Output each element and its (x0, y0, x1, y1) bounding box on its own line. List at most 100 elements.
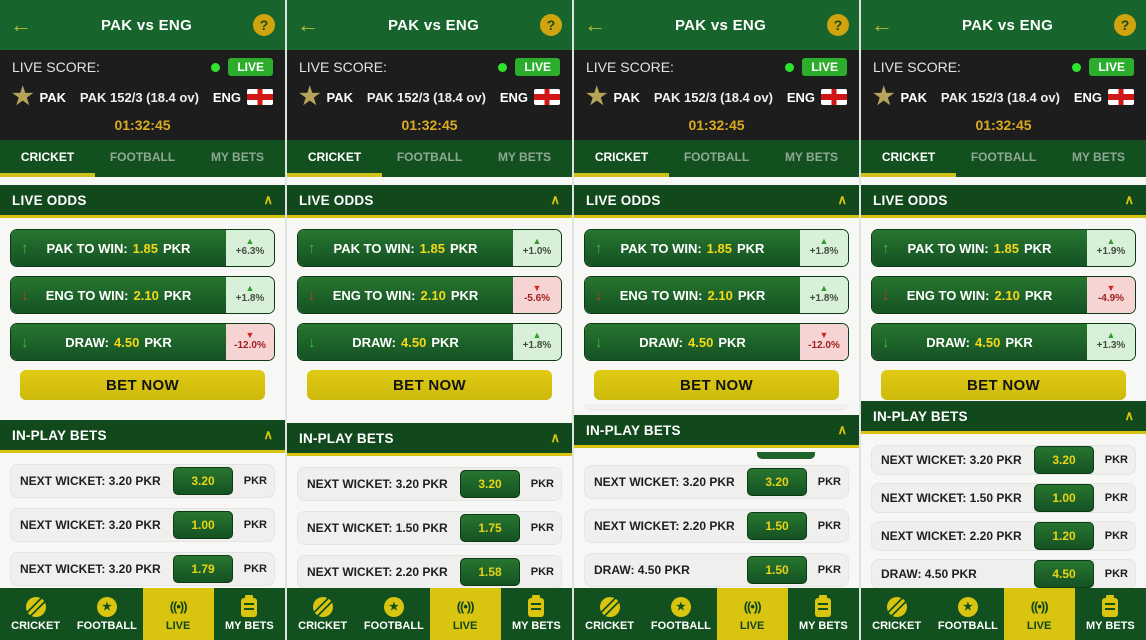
nav-cricket[interactable]: CRICKET (861, 588, 932, 640)
nav-label: CRICKET (11, 619, 61, 632)
tab-cricket[interactable]: CRICKET (861, 140, 956, 177)
in-play-bets-header[interactable]: IN-PLAY BETS (861, 401, 1146, 434)
odds-row-pak-to-win[interactable]: PAK TO WIN: 1.85 PKR +1.9% (871, 229, 1136, 267)
odds-row-draw[interactable]: DRAW: 4.50 PKR -12.0% (10, 323, 275, 361)
bet-currency: PKR (1104, 454, 1128, 466)
in-play-bet-row[interactable]: NEXT WICKET: 3.20 PKR 1.79 PKR (10, 552, 275, 586)
bet-odds-button[interactable]: 3.20 (747, 468, 807, 496)
tab-my-bets[interactable]: MY BETS (1071, 149, 1126, 164)
in-play-bet-row[interactable]: NEXT WICKET: 3.20 PKR 3.20 PKR (871, 445, 1136, 475)
in-play-bet-row[interactable]: NEXT WICKET: 1.50 PKR 1.75 PKR (297, 511, 562, 545)
in-play-bet-row[interactable]: NEXT WICKET: 2.20 PKR 1.50 PKR (584, 509, 849, 543)
nav-live[interactable]: LIVE (142, 588, 214, 640)
nav-live[interactable]: LIVE (716, 588, 788, 640)
odds-row-draw[interactable]: DRAW: 4.50 PKR +1.8% (297, 323, 562, 361)
help-icon[interactable]: ? (540, 14, 562, 36)
live-odds-header[interactable]: LIVE ODDS (0, 185, 285, 218)
bet-odds-button[interactable]: 1.50 (747, 556, 807, 584)
back-arrow-icon[interactable] (297, 12, 327, 38)
odds-row-draw[interactable]: DRAW: 4.50 PKR -12.0% (584, 323, 849, 361)
bet-odds-button[interactable]: 1.20 (1034, 522, 1094, 550)
bet-odds-button[interactable]: 3.20 (1034, 446, 1094, 474)
home-team-name: PAK (613, 89, 640, 105)
nav-football[interactable]: FOOTBALL (71, 588, 142, 640)
nav-football[interactable]: FOOTBALL (932, 588, 1003, 640)
tab-my-bets[interactable]: MY BETS (497, 149, 552, 164)
in-play-bet-row[interactable]: NEXT WICKET: 3.20 PKR 3.20 PKR (10, 464, 275, 498)
live-odds-header[interactable]: LIVE ODDS (861, 185, 1146, 218)
bet-odds-button[interactable]: 3.20 (460, 470, 520, 498)
help-icon[interactable]: ? (827, 14, 849, 36)
match-score: PAK 152/3 (18.4 ov) (653, 89, 773, 105)
in-play-bet-row[interactable]: NEXT WICKET: 3.20 PKR 3.20 PKR (584, 465, 849, 499)
bet-odds-button[interactable]: 1.75 (460, 514, 520, 542)
in-play-bet-row[interactable]: NEXT WICKET: 2.20 PKR 1.58 PKR (297, 555, 562, 589)
tab-my-bets[interactable]: MY BETS (210, 149, 265, 164)
odds-row-pak-to-win[interactable]: PAK TO WIN: 1.85 PKR +6.3% (10, 229, 275, 267)
bet-odds-button[interactable]: 1.58 (460, 558, 520, 586)
odds-change-badge: +1.8% (513, 324, 561, 360)
tab-football[interactable]: FOOTBALL (970, 149, 1037, 164)
bet-odds-button[interactable]: 1.50 (747, 512, 807, 540)
tab-football[interactable]: FOOTBALL (683, 149, 750, 164)
in-play-bet-row[interactable]: NEXT WICKET: 1.50 PKR 1.00 PKR (871, 483, 1136, 513)
odds-row-eng-to-win[interactable]: ENG TO WIN: 2.10 PKR -5.6% (297, 276, 562, 314)
live-status-badge: LIVE (228, 58, 273, 76)
bet-label: NEXT WICKET: 3.20 PKR (307, 477, 448, 491)
odds-row-pak-to-win[interactable]: PAK TO WIN: 1.85 PKR +1.8% (584, 229, 849, 267)
page-title: PAK vs ENG (961, 16, 1054, 34)
tab-cricket[interactable]: CRICKET (287, 140, 382, 177)
tab-cricket[interactable]: CRICKET (0, 140, 95, 177)
bet-now-button[interactable]: BET NOW (307, 370, 552, 400)
tab-football[interactable]: FOOTBALL (109, 149, 176, 164)
in-play-bet-row[interactable]: DRAW: 4.50 PKR 1.50 PKR (584, 553, 849, 587)
odds-row-eng-to-win[interactable]: ENG TO WIN: 2.10 PKR +1.8% (10, 276, 275, 314)
live-odds-header[interactable]: LIVE ODDS (287, 185, 572, 218)
tab-football[interactable]: FOOTBALL (396, 149, 463, 164)
bet-odds-button[interactable]: 3.20 (173, 467, 233, 495)
match-score: PAK 152/3 (18.4 ov) (366, 89, 486, 105)
odds-row-pak-to-win[interactable]: PAK TO WIN: 1.85 PKR +1.0% (297, 229, 562, 267)
nav-live[interactable]: LIVE (429, 588, 501, 640)
bet-now-button[interactable]: BET NOW (594, 370, 839, 400)
in-play-bet-row[interactable]: NEXT WICKET: 3.20 PKR 3.20 PKR (297, 467, 562, 501)
nav-cricket[interactable]: CRICKET (574, 588, 645, 640)
tab-cricket[interactable]: CRICKET (574, 140, 669, 177)
bet-odds-button[interactable]: 1.79 (173, 555, 233, 583)
bet-odds-button[interactable]: 4.50 (1034, 560, 1094, 588)
in-play-bet-row[interactable]: NEXT WICKET: 2.20 PKR 1.20 PKR (871, 521, 1136, 551)
bet-now-button[interactable]: BET NOW (881, 370, 1126, 400)
nav-cricket[interactable]: CRICKET (0, 588, 71, 640)
odds-row-eng-to-win[interactable]: ENG TO WIN: 2.10 PKR -4.9% (871, 276, 1136, 314)
in-play-bets-header[interactable]: IN-PLAY BETS (0, 420, 285, 453)
in-play-bet-row[interactable]: NEXT WICKET: 3.20 PKR 1.00 PKR (10, 508, 275, 542)
odds-row-draw[interactable]: DRAW: 4.50 PKR +1.3% (871, 323, 1136, 361)
nav-cricket[interactable]: CRICKET (287, 588, 358, 640)
nav-my-bets[interactable]: MY BETS (1075, 588, 1146, 640)
live-odds-header[interactable]: LIVE ODDS (574, 185, 859, 218)
help-icon[interactable]: ? (253, 14, 275, 36)
bet-odds-button[interactable]: 1.00 (1034, 484, 1094, 512)
england-flag-icon (821, 89, 847, 105)
in-play-bets-header[interactable]: IN-PLAY BETS (574, 415, 859, 448)
nav-my-bets[interactable]: MY BETS (214, 588, 285, 640)
nav-football[interactable]: FOOTBALL (358, 588, 429, 640)
in-play-bets-header[interactable]: IN-PLAY BETS (287, 423, 572, 456)
change-percent: -12.0% (808, 340, 840, 352)
back-arrow-icon[interactable] (10, 12, 40, 38)
help-icon[interactable]: ? (1114, 14, 1136, 36)
change-triangle-icon (246, 284, 255, 293)
nav-live[interactable]: LIVE (1003, 588, 1075, 640)
nav-football[interactable]: FOOTBALL (645, 588, 716, 640)
in-play-bet-row[interactable]: DRAW: 4.50 PKR 4.50 PKR (871, 559, 1136, 589)
back-arrow-icon[interactable] (584, 12, 614, 38)
tab-my-bets[interactable]: MY BETS (784, 149, 839, 164)
bet-now-button[interactable]: BET NOW (20, 370, 265, 400)
change-percent: +1.3% (1096, 340, 1126, 352)
nav-my-bets[interactable]: MY BETS (788, 588, 859, 640)
pak-star-icon (873, 85, 895, 109)
bet-odds-button[interactable]: 1.00 (173, 511, 233, 539)
back-arrow-icon[interactable] (871, 12, 901, 38)
odds-row-eng-to-win[interactable]: ENG TO WIN: 2.10 PKR +1.8% (584, 276, 849, 314)
nav-my-bets[interactable]: MY BETS (501, 588, 572, 640)
